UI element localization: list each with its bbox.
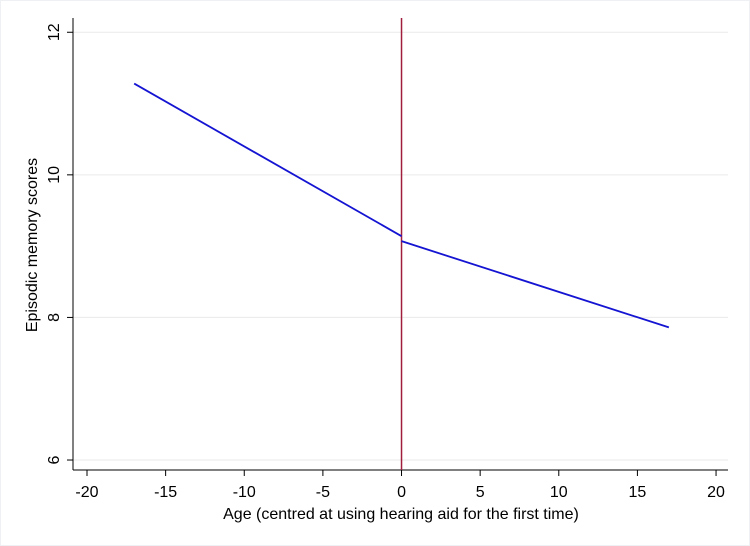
y-tick-label: 12 [46,23,63,41]
x-tick-label: 15 [629,484,647,501]
y-tick-label: 8 [46,313,63,322]
x-tick-label: -10 [233,484,256,501]
y-tick-label: 10 [46,166,63,184]
x-tick-label: -5 [316,484,330,501]
x-tick-label: 0 [397,484,406,501]
x-tick-label: 20 [707,484,725,501]
x-tick-label: 5 [476,484,485,501]
y-tick-label: 6 [46,455,63,464]
x-tick-label: -20 [75,484,98,501]
y-axis-label: Episodic memory scores [24,158,41,332]
x-tick-label: 10 [550,484,568,501]
data-line [401,240,670,329]
x-tick-label: -15 [154,484,177,501]
data-line [133,82,402,237]
x-axis-label: Age (centred at using hearing aid for th… [223,506,579,523]
